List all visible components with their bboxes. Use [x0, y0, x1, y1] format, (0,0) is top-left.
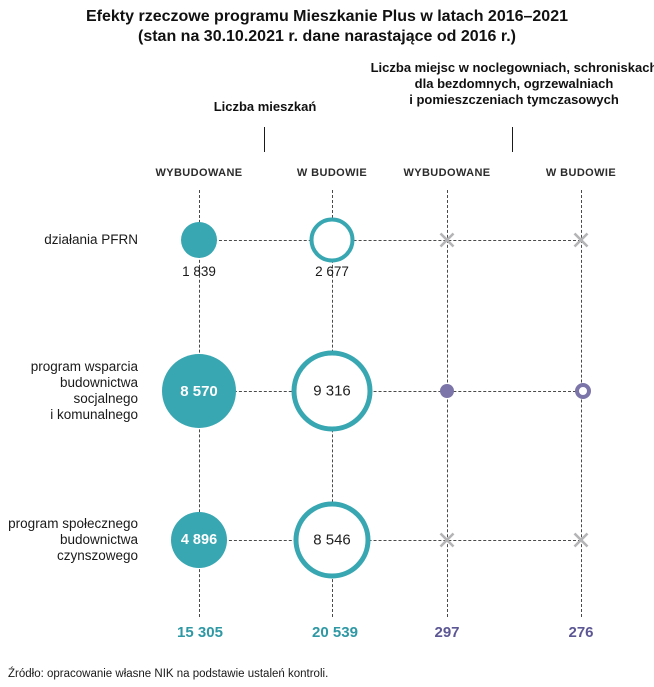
column-header-miejsca-w-budowie: W BUDOWIE	[545, 167, 617, 179]
row-label-program-spolecznego: program społecznego budownictwa czynszow…	[8, 516, 138, 563]
total-mieszkania-w-budowie: 20 539	[312, 624, 358, 641]
chart-title: Efekty rzeczowe programu Mieszkanie Plus…	[86, 8, 568, 25]
group-tick-right	[512, 127, 513, 152]
bubble-row3-wybudowane: 4 896	[171, 512, 227, 568]
bubble-row2-wybudowane: 8 570	[162, 354, 236, 428]
column-group-header-noclegownie: Liczba miejsc w noclegowniach, schronisk…	[370, 60, 654, 107]
grid-vline-col3	[447, 190, 448, 617]
no-data-x-icon	[439, 532, 456, 549]
dot-row2-miejsca-w-budowie	[575, 383, 591, 399]
chart-subtitle: (stan na 30.10.2021 r. dane narastające …	[138, 28, 516, 45]
group-tick-left	[264, 127, 265, 152]
row-label-program-wsparcia: program wsparcia budownictwa socjalnego …	[30, 359, 138, 422]
no-data-x-icon	[439, 232, 456, 249]
column-group-header-mieszkania: Liczba mieszkań	[213, 99, 317, 114]
total-mieszkania-wybudowane: 15 305	[177, 624, 223, 641]
dot-row2-miejsca-wybudowane	[440, 384, 454, 398]
bubble-row2-w-budowie: 9 316	[291, 350, 373, 432]
no-data-x-icon	[573, 232, 590, 249]
total-miejsca-wybudowane: 297	[434, 624, 460, 641]
column-header-mieszkania-wybudowane: WYBUDOWANE	[155, 167, 243, 179]
grid-hline-row2	[199, 391, 581, 392]
source-note: Źródło: opracowanie własne NIK na podsta…	[8, 668, 329, 680]
bubble-row1-wybudowane	[181, 222, 217, 258]
bubble-row3-w-budowie: 8 546	[293, 501, 371, 579]
column-header-mieszkania-w-budowie: W BUDOWIE	[296, 167, 368, 179]
grid-vline-col4	[581, 190, 582, 617]
bubble-row1-w-budowie	[309, 217, 355, 263]
column-header-miejsca-wybudowane: WYBUDOWANE	[403, 167, 491, 179]
total-miejsca-w-budowie: 276	[568, 624, 594, 641]
value-row1-wybudowane: 1 839	[182, 264, 216, 279]
row-label-dzialania-pfrn: działania PFRN	[44, 232, 138, 247]
grid-hline-row3	[199, 540, 581, 541]
grid-hline-row1	[199, 240, 581, 241]
value-row1-w-budowie: 2 677	[315, 264, 349, 279]
no-data-x-icon	[573, 532, 590, 549]
